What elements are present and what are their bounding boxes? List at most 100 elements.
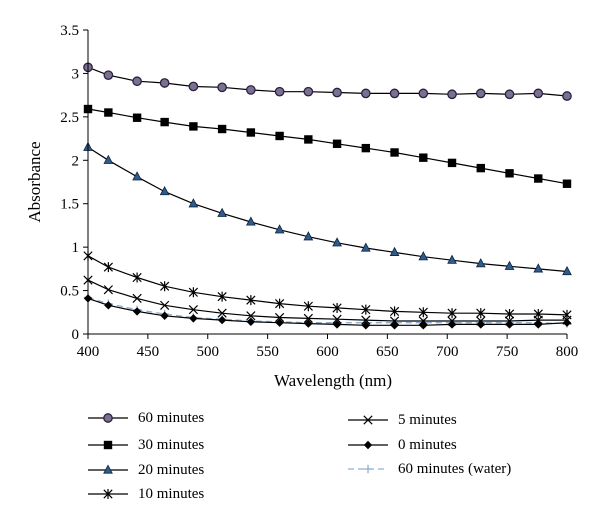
data-point-0-minutes-441 xyxy=(132,307,142,316)
data-point-10-minutes-560 xyxy=(274,298,285,309)
x-tick-label: 550 xyxy=(256,344,279,360)
data-point-10-minutes-728 xyxy=(476,308,486,319)
legend-item-30-minutes: 30 minutes xyxy=(86,435,204,455)
data-point-5-minutes-417 xyxy=(103,285,113,295)
data-point-0-minutes-560 xyxy=(275,318,284,327)
x-tick-label: 600 xyxy=(316,344,339,360)
data-point-10-minutes-608 xyxy=(332,302,342,313)
data-point-10-minutes-680 xyxy=(418,307,428,318)
data-point-5-minutes-704 xyxy=(447,316,457,326)
data-point-5-minutes-512 xyxy=(217,308,227,318)
legend-label-0-minutes: 0 minutes xyxy=(398,436,457,453)
data-point-0-minutes-512 xyxy=(217,315,227,325)
x-tick-label: 400 xyxy=(77,344,100,360)
legend-marker-30-minutes xyxy=(103,440,113,450)
y-tick-label: 2.5 xyxy=(60,110,79,126)
data-point-10-minutes-752 xyxy=(504,309,515,320)
data-point-60-minutes-417 xyxy=(103,70,114,81)
data-point-0-minutes-536 xyxy=(246,317,256,327)
data-point-20-minutes-488 xyxy=(188,198,199,208)
data-point-30-minutes-752 xyxy=(505,169,514,178)
data-point-30-minutes-728 xyxy=(476,163,485,173)
data-point-30-minutes-800 xyxy=(562,179,572,188)
legend-label-5-minutes: 5 minutes xyxy=(398,411,457,428)
data-point-20-minutes-656 xyxy=(389,246,400,256)
legend-label-60-minutes-water: 60 minutes (water) xyxy=(398,460,512,477)
data-point-20-minutes-704 xyxy=(447,254,457,264)
data-point-10-minutes-536 xyxy=(246,295,256,306)
data-point-30-minutes-776 xyxy=(534,174,543,183)
data-point-30-minutes-584 xyxy=(304,135,313,144)
data-point-60-minutes-584 xyxy=(303,86,314,97)
legend-item-5-minutes: 5 minutes xyxy=(346,410,457,430)
data-point-10-minutes-417 xyxy=(103,262,113,273)
data-point-60-minutes-464 xyxy=(159,78,170,88)
data-point-5-minutes-752 xyxy=(504,316,515,326)
legend-marker-5-minutes xyxy=(363,415,373,425)
data-point-5-minutes-584 xyxy=(303,313,313,323)
data-point-10-minutes-488 xyxy=(188,287,199,298)
data-point-5-minutes-536 xyxy=(246,311,256,321)
data-point-30-minutes-464 xyxy=(160,117,169,127)
data-point-20-minutes-512 xyxy=(217,207,227,217)
legend-swatch-30-minutes xyxy=(88,440,128,450)
data-point-20-minutes-464 xyxy=(159,186,170,196)
data-point-10-minutes-704 xyxy=(447,308,457,319)
legend-swatch-0-minutes xyxy=(348,440,388,450)
legend-swatch-60-minutes-water xyxy=(348,464,388,474)
x-tick-label: 750 xyxy=(496,344,519,360)
x-tick-label: 700 xyxy=(436,344,459,360)
y-tick-label: 3.5 xyxy=(60,23,79,39)
data-point-30-minutes-608 xyxy=(332,139,342,148)
data-point-20-minutes-776 xyxy=(533,263,544,273)
y-tick-label: 2 xyxy=(72,153,80,169)
data-point-5-minutes-488 xyxy=(188,305,199,315)
data-point-20-minutes-632 xyxy=(360,242,371,252)
data-point-30-minutes-536 xyxy=(246,128,256,137)
data-point-10-minutes-800 xyxy=(562,309,572,320)
data-point-20-minutes-728 xyxy=(475,258,486,268)
legend-swatch-60-minutes xyxy=(88,413,128,423)
y-tick-label: 1.5 xyxy=(60,197,79,213)
data-point-20-minutes-608 xyxy=(332,237,342,247)
data-point-0-minutes-584 xyxy=(304,319,313,328)
legend-label-20-minutes: 20 minutes xyxy=(138,461,205,478)
x-tick-label: 500 xyxy=(197,344,220,360)
data-point-20-minutes-752 xyxy=(504,260,515,270)
data-point-5-minutes-632 xyxy=(361,315,371,325)
data-point-5-minutes-608 xyxy=(332,314,342,324)
series-line-5-minutes xyxy=(87,279,567,322)
data-point-10-minutes-776 xyxy=(533,309,543,320)
legend-item-60-minutes: 60 minutes xyxy=(86,408,204,428)
y-tick-label: 0 xyxy=(72,327,80,343)
data-point-60-minutes-680 xyxy=(418,88,429,99)
data-point-10-minutes-632 xyxy=(361,304,371,315)
data-point-30-minutes-632 xyxy=(361,143,371,153)
data-point-0-minutes-632 xyxy=(361,321,371,330)
y-tick-label: 3 xyxy=(72,66,80,82)
data-point-5-minutes-680 xyxy=(418,316,428,326)
legend-swatch-20-minutes xyxy=(88,464,128,474)
data-point-60-minutes-560 xyxy=(274,86,285,97)
data-point-30-minutes-680 xyxy=(419,153,428,162)
data-point-20-minutes-584 xyxy=(303,231,314,241)
data-point-20-minutes-680 xyxy=(418,251,429,261)
data-point-5-minutes-560 xyxy=(274,312,285,323)
data-point-60-minutes-752 xyxy=(504,89,515,100)
x-tick-label: 450 xyxy=(137,344,160,360)
legend-item-10-minutes: 10 minutes xyxy=(86,484,204,504)
x-axis-label: Wavelength (nm) xyxy=(274,371,392,390)
x-tick-label: 650 xyxy=(376,344,399,360)
y-axis-label: Absorbance xyxy=(25,141,44,222)
data-point-30-minutes-417 xyxy=(104,108,113,117)
data-point-30-minutes-488 xyxy=(189,122,198,131)
legend-item-20-minutes: 20 minutes xyxy=(86,460,204,480)
legend-label-10-minutes: 10 minutes xyxy=(138,485,205,502)
legend-marker-60-minutes xyxy=(103,413,113,423)
data-point-0-minutes-417 xyxy=(104,301,113,310)
legend-marker-20-minutes xyxy=(103,464,113,474)
data-point-0-minutes-464 xyxy=(160,311,169,320)
series-line-10-minutes xyxy=(87,255,568,316)
legend-label-30-minutes: 30 minutes xyxy=(138,436,205,453)
